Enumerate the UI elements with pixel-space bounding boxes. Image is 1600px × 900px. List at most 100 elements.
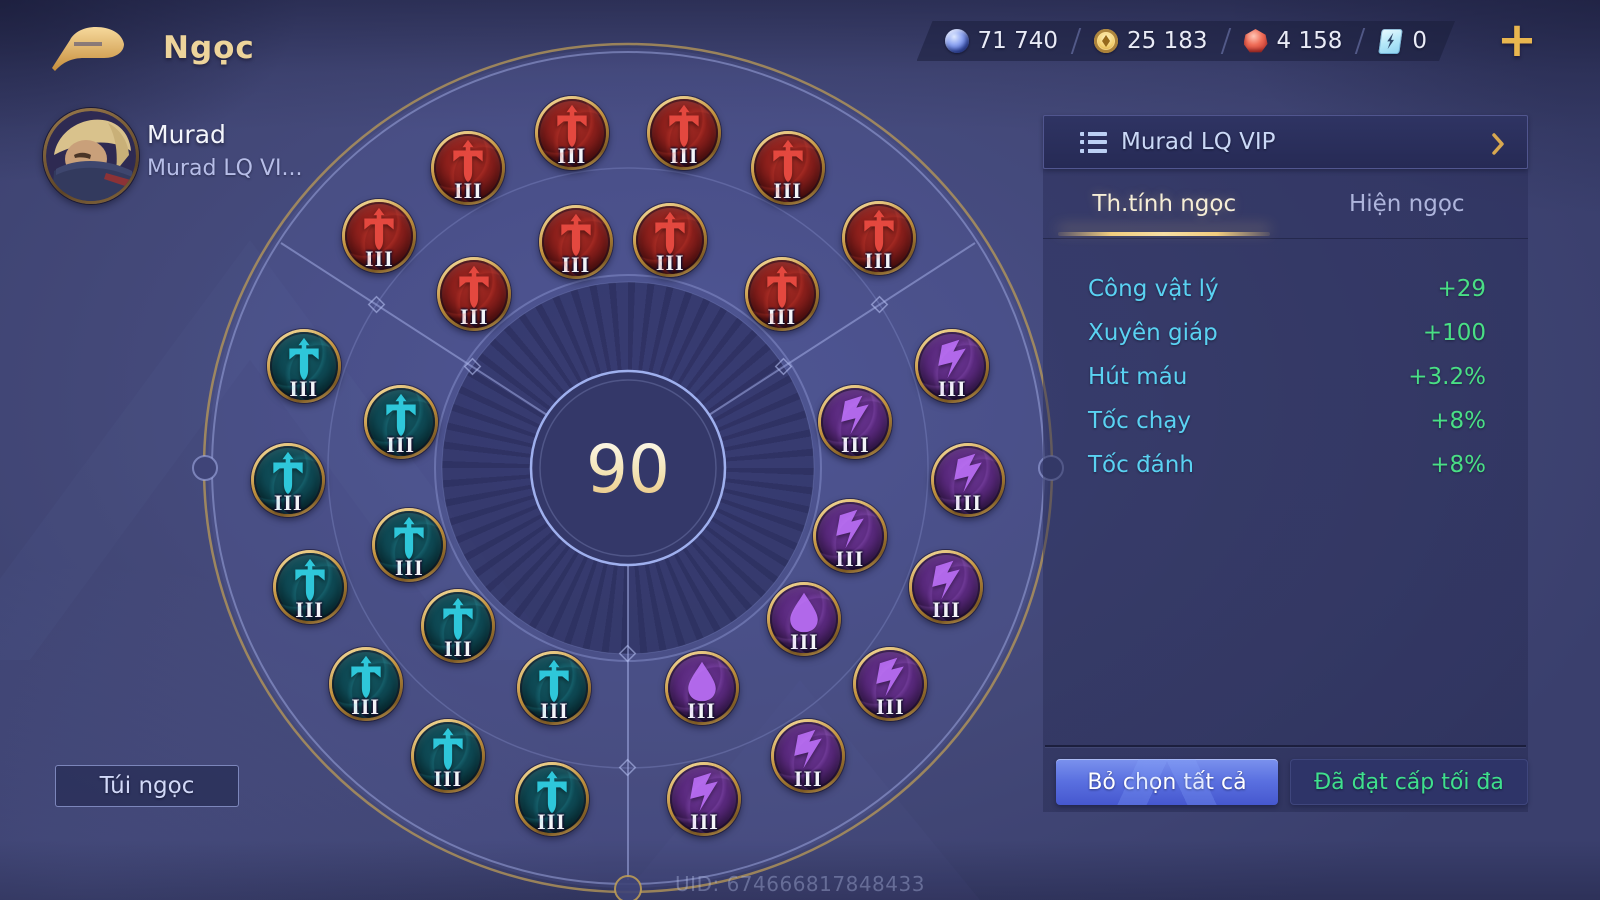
rune-bolt-icon — [946, 451, 990, 495]
rune-sword-icon — [857, 209, 901, 253]
rune-wheel: 90 — [192, 42, 1064, 900]
rune-sword-icon — [662, 104, 706, 148]
rune-bolt-icon — [868, 655, 912, 699]
back-button[interactable] — [44, 22, 130, 78]
deselect-all-button[interactable]: Bỏ chọn tất cả — [1056, 759, 1278, 805]
rune-slot[interactable]: III — [667, 762, 742, 837]
rune-sword-icon — [266, 451, 310, 495]
gem-bag-button[interactable]: Túi ngọc — [55, 765, 239, 807]
rune-slot[interactable]: III — [664, 651, 739, 725]
rune-slot[interactable]: III — [538, 204, 613, 279]
rune-slot[interactable]: III — [437, 257, 512, 332]
rune-level: III — [459, 304, 489, 330]
rune-slot[interactable]: III — [767, 581, 842, 656]
player-name: Murad — [147, 120, 226, 149]
rune-slot[interactable]: III — [372, 508, 447, 583]
rune-level: III — [289, 375, 319, 401]
active-tab-underline — [1058, 232, 1271, 236]
rune-sword-icon — [446, 139, 490, 183]
rune-slot[interactable]: III — [750, 130, 825, 205]
stat-row: Hút máu +3.2% — [1088, 355, 1486, 399]
stat-row: Công vật lý +29 — [1088, 267, 1486, 311]
rune-level: III — [690, 809, 719, 835]
top-bar: Ngọc 71 740 25 183 4 158 0 + — [0, 0, 1600, 90]
stat-value: +3.2% — [1408, 364, 1486, 390]
rune-slot[interactable]: III — [915, 328, 990, 403]
rune-level: III — [790, 628, 819, 654]
rune-drop-icon — [680, 659, 724, 703]
rune-level: III — [454, 177, 483, 203]
rune-slot[interactable]: III — [771, 719, 846, 794]
rune-level: III — [351, 694, 380, 720]
rune-slot[interactable]: III — [363, 384, 438, 459]
stat-value: +8% — [1430, 408, 1486, 434]
gem-icon — [1244, 29, 1268, 53]
rune-level: III — [773, 177, 802, 203]
rune-slot[interactable]: III — [853, 647, 928, 722]
rune-sword-icon — [530, 770, 574, 814]
stat-label: Xuyên giáp — [1088, 320, 1218, 346]
uid-text: UID: 674666817848433 — [675, 872, 925, 896]
rune-slot[interactable]: III — [534, 95, 609, 170]
rune-level: III — [273, 489, 303, 515]
coin-icon — [1094, 29, 1118, 53]
rune-slot[interactable]: III — [514, 762, 589, 837]
rune-bolt-icon — [924, 558, 968, 602]
rune-level: III — [793, 766, 823, 792]
rune-slot[interactable]: III — [328, 647, 403, 722]
rune-slot[interactable]: III — [421, 589, 496, 664]
rune-sword-icon — [550, 104, 594, 148]
chevron-right-icon — [1492, 133, 1504, 155]
rune-bolt-icon — [828, 507, 872, 551]
tab-label: Hiện ngọc — [1348, 190, 1465, 217]
rune-page-name: Murad LQ VI... — [147, 156, 303, 181]
rune-level: III — [876, 694, 905, 720]
rune-slot[interactable]: III — [647, 95, 722, 170]
stat-value: +29 — [1437, 276, 1486, 302]
tab-label: Th.tính ngọc — [1092, 190, 1237, 217]
rune-slot[interactable]: III — [909, 550, 984, 625]
rune-level: III — [864, 248, 894, 274]
rune-slot[interactable]: III — [841, 201, 916, 276]
rune-slot[interactable]: III — [410, 719, 485, 794]
rune-slot[interactable]: III — [272, 550, 347, 625]
tab-show-gems[interactable]: Hiện ngọc — [1286, 169, 1529, 238]
ticket-icon — [1379, 29, 1404, 54]
currency-value: 0 — [1412, 28, 1427, 54]
max-level-button: Đã đạt cấp tối đa — [1290, 759, 1528, 805]
rune-level: III — [394, 555, 424, 581]
add-currency-button[interactable]: + — [1496, 12, 1538, 68]
rune-level: III — [537, 809, 566, 835]
rune-page-selector[interactable]: Murad LQ VIP — [1043, 115, 1528, 169]
rune-page-title: Murad LQ VIP — [1121, 129, 1276, 155]
rune-level: III — [364, 246, 394, 272]
currency-value: 4 158 — [1276, 28, 1343, 54]
rune-slot[interactable]: III — [251, 442, 326, 517]
rune-slot[interactable]: III — [342, 199, 417, 274]
rune-slot[interactable]: III — [266, 328, 341, 403]
rune-level: III — [835, 545, 865, 571]
rune-bolt-icon — [930, 337, 974, 381]
rune-slot[interactable]: III — [431, 130, 506, 205]
rune-slot[interactable]: III — [812, 498, 887, 573]
stat-row: Tốc đánh +8% — [1088, 443, 1486, 487]
currency-item: 4 158 — [1226, 21, 1361, 61]
rune-level: III — [557, 142, 587, 168]
rune-slot[interactable]: III — [633, 202, 708, 277]
rune-sword-icon — [282, 337, 326, 381]
stat-row: Tốc chạy +8% — [1088, 399, 1486, 443]
rune-level: III — [953, 489, 983, 515]
rune-slot[interactable]: III — [930, 442, 1005, 517]
rune-level: III — [687, 698, 716, 723]
rune-slot[interactable]: III — [744, 257, 819, 332]
stat-value: +8% — [1430, 452, 1486, 478]
stat-value: +100 — [1422, 320, 1486, 346]
player-avatar[interactable] — [43, 108, 139, 204]
tab-gem-attributes[interactable]: Th.tính ngọc — [1043, 169, 1286, 238]
rune-slot[interactable]: III — [818, 384, 893, 459]
rune-slot[interactable]: III — [517, 651, 592, 725]
rune-level: III — [443, 636, 473, 662]
rune-sword-icon — [648, 211, 692, 255]
